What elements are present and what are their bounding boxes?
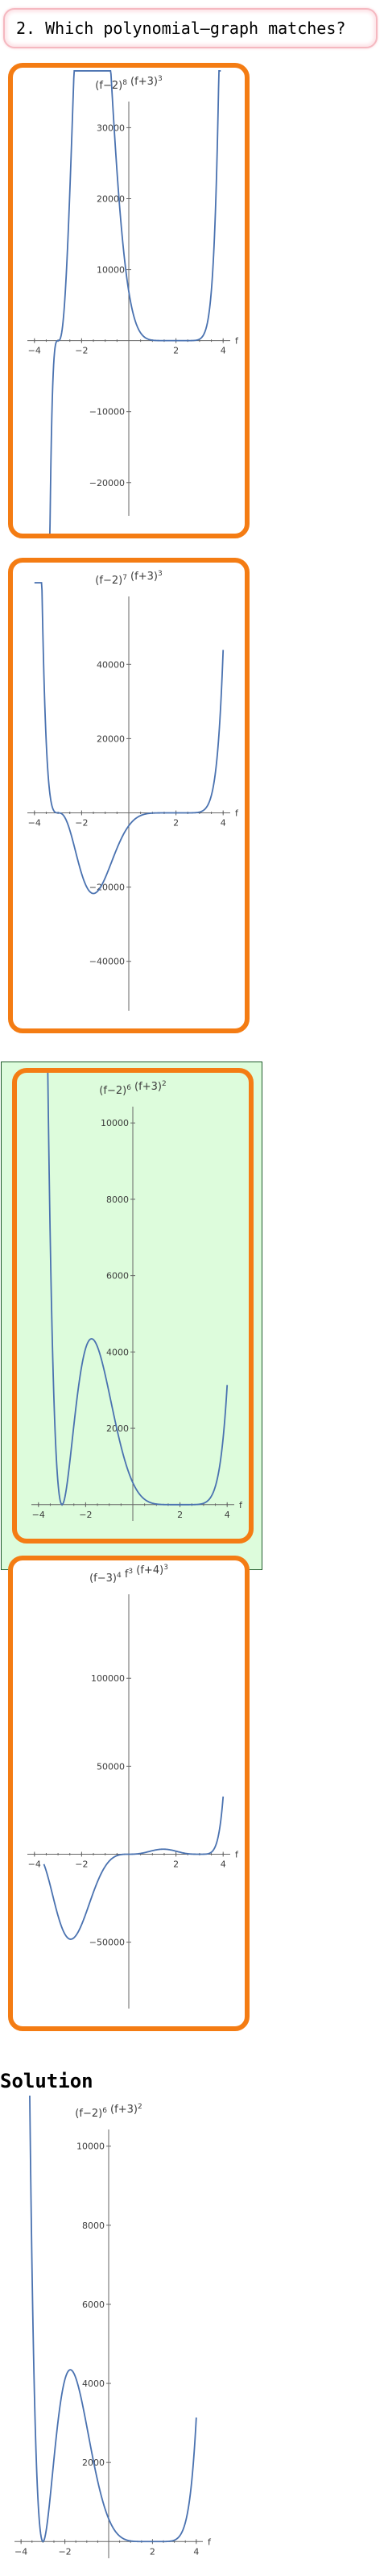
y-tick-label: 10000: [76, 2142, 105, 2152]
y-tick-label: 20000: [97, 733, 125, 744]
chart-title: (f−3)4 f3 (f+4)3: [89, 1564, 168, 1585]
answer-option-b[interactable]: (f−2)7 (f+3)3 f −4 −2 2 4 −40000 −20000 20000 400…: [8, 558, 250, 1033]
y-tick-label: 30000: [97, 123, 125, 133]
chart-c: (f−2)6 (f+3)2f−4 −2 2 420004000600080001000…: [31, 920, 243, 1521]
x-tick-label: 4: [193, 2546, 199, 2557]
y-tick-label: 8000: [106, 1195, 129, 1205]
y-tick-label: −50000: [89, 1938, 125, 1948]
x-tick-label: 4: [221, 346, 226, 356]
x-tick-label: 4: [221, 818, 226, 829]
x-tick-label: 4: [221, 1859, 226, 1869]
curve-series: [41, 70, 221, 547]
x-tick-label: −4: [28, 346, 41, 356]
y-tick-label: −10000: [89, 407, 125, 418]
y-tick-label: 100000: [91, 1673, 125, 1684]
curve-series: [45, 920, 229, 1506]
chart-a: (f−2)8 (f+3)3 f −4 −2 2 4 −20000 −10000 10000 200…: [27, 70, 239, 547]
y-tick-label: −40000: [89, 957, 125, 967]
y-tick-label: 10000: [101, 1118, 129, 1128]
x-axis-label: f: [208, 2537, 212, 2547]
y-tick-label: 40000: [97, 659, 125, 670]
answer-option-d[interactable]: (f−3)4 f3 (f+4)3 f −4 −2 2 4 −50000 50000 100000: [8, 1556, 250, 2031]
x-tick-label: 2: [173, 1859, 179, 1869]
x-tick-label: 2: [150, 2546, 155, 2557]
x-tick-label: 2: [177, 1510, 183, 1520]
x-tick-label: −4: [28, 1859, 41, 1869]
solution-heading: Solution: [0, 2070, 93, 2092]
x-axis-label: f: [235, 336, 239, 347]
chart-title: (f−2)6 (f+3)2: [75, 2103, 142, 2120]
y-tick-label: 6000: [106, 1271, 129, 1282]
y-tick-label: −20000: [89, 883, 125, 893]
y-tick-label: 50000: [97, 1761, 125, 1772]
x-tick-label: 4: [225, 1510, 230, 1520]
x-tick-label: −4: [28, 818, 41, 829]
x-tick-label: −2: [75, 818, 88, 829]
curve-series: [29, 2096, 197, 2543]
x-tick-label: −2: [75, 346, 88, 356]
y-tick-label: 4000: [106, 1347, 129, 1357]
y-tick-label: 4000: [82, 2379, 105, 2389]
chart-title: (f−2)8 (f+3)3: [95, 75, 162, 92]
question-text: 2. Which polynomial–graph matches?: [16, 19, 346, 38]
x-tick-label: −2: [79, 1510, 92, 1520]
x-tick-label: 2: [173, 346, 179, 356]
chart-title: (f−2)6 (f+3)2: [99, 1080, 166, 1097]
x-tick-label: −2: [58, 2546, 71, 2557]
x-tick-label: −2: [75, 1859, 88, 1869]
answer-option-a[interactable]: (f−2)8 (f+3)3 f −4 −2 2 4 −20000 −10000 10000 200…: [8, 63, 250, 547]
x-axis-label: f: [235, 808, 239, 819]
y-tick-label: −20000: [89, 478, 125, 488]
answer-option-c[interactable]: (f−2)6 (f+3)2 f −4 −2 2 4 2000 4000 6000 8000 1000…: [12, 920, 254, 1544]
y-tick-label: 6000: [82, 2300, 105, 2310]
curve-series: [43, 1796, 225, 1940]
solution-chart: (f−2)6 (f+3)2f−4 −2 2 420004000600080001000…: [14, 2096, 212, 2558]
chart-title: (f−2)7 (f+3)3: [95, 570, 162, 587]
question-banner: 2. Which polynomial–graph matches?: [3, 8, 378, 48]
y-tick-label: 8000: [82, 2221, 105, 2231]
y-tick-label: 10000: [97, 265, 125, 276]
x-axis-label: f: [239, 1500, 243, 1510]
chart-b: (f−2)7 (f+3)3 f −4 −2 2 4 −40000 −20000 20000 400…: [27, 570, 239, 1011]
curve-series: [34, 582, 225, 895]
x-tick-label: −4: [32, 1510, 45, 1520]
y-tick-label: 20000: [97, 193, 125, 204]
x-tick-label: 2: [173, 818, 179, 829]
x-tick-label: −4: [14, 2546, 27, 2557]
x-axis-label: f: [235, 1849, 239, 1859]
chart-d: (f−3)4 f3 (f+4)3 f −4 −2 2 4 −50000 50000 100000: [27, 1564, 239, 2009]
